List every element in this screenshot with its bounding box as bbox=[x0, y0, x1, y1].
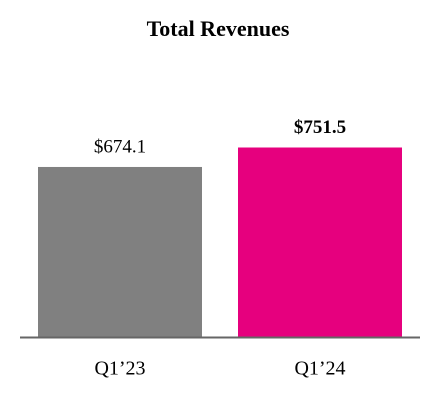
x-tick-label: Q1’24 bbox=[294, 358, 345, 380]
x-tick-label: Q1’23 bbox=[94, 358, 145, 380]
value-label: $674.1 bbox=[94, 136, 146, 157]
value-label: $751.5 bbox=[294, 117, 346, 138]
bar bbox=[238, 147, 402, 337]
chart-title: Total Revenues bbox=[147, 16, 290, 41]
bar bbox=[38, 166, 202, 337]
